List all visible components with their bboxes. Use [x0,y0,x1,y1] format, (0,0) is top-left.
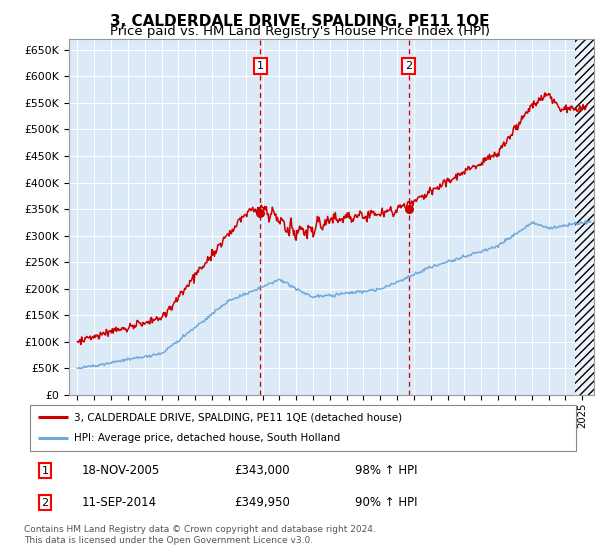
Text: Price paid vs. HM Land Registry's House Price Index (HPI): Price paid vs. HM Land Registry's House … [110,25,490,38]
FancyBboxPatch shape [30,405,576,451]
Text: Contains HM Land Registry data © Crown copyright and database right 2024.
This d: Contains HM Land Registry data © Crown c… [24,525,376,545]
Text: £343,000: £343,000 [234,464,289,477]
Text: 3, CALDERDALE DRIVE, SPALDING, PE11 1QE (detached house): 3, CALDERDALE DRIVE, SPALDING, PE11 1QE … [74,412,402,422]
Text: 2: 2 [41,498,49,507]
Text: 3, CALDERDALE DRIVE, SPALDING, PE11 1QE: 3, CALDERDALE DRIVE, SPALDING, PE11 1QE [110,14,490,29]
Text: 18-NOV-2005: 18-NOV-2005 [82,464,160,477]
Text: 2: 2 [405,60,412,71]
Text: 11-SEP-2014: 11-SEP-2014 [82,496,157,509]
Bar [575,39,594,395]
Text: 90% ↑ HPI: 90% ↑ HPI [355,496,418,509]
Text: 1: 1 [257,60,264,71]
Text: 1: 1 [41,465,49,475]
Text: HPI: Average price, detached house, South Holland: HPI: Average price, detached house, Sout… [74,433,340,444]
Text: 98% ↑ HPI: 98% ↑ HPI [355,464,418,477]
Text: £349,950: £349,950 [234,496,290,509]
